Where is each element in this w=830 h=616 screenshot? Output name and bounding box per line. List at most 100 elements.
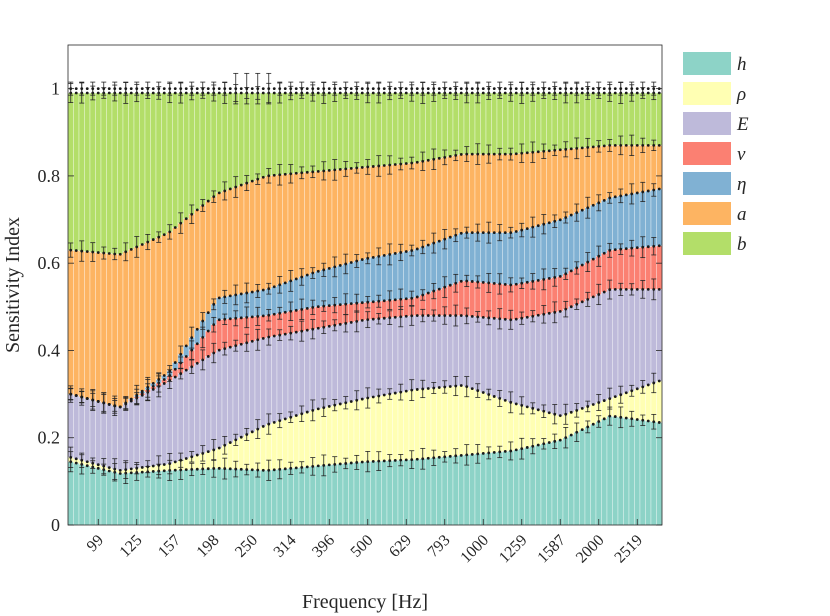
mean-dot-7-61 <box>404 91 408 95</box>
bar-b-32 <box>243 92 250 184</box>
bar-h-94 <box>584 426 591 526</box>
mean-dot-2-89 <box>558 414 562 418</box>
mean-dot-3-48 <box>333 323 337 327</box>
bar-E-34 <box>254 339 261 430</box>
mean-dot-3-69 <box>448 314 452 317</box>
mean-dot-6-38 <box>278 173 282 177</box>
bar-η-82 <box>518 229 525 284</box>
mean-dot-5-99 <box>613 195 617 199</box>
bar-E-91 <box>568 306 575 413</box>
mean-dot-7-75 <box>481 91 485 95</box>
bar-a-6 <box>100 252 107 404</box>
mean-dot-4-78 <box>498 282 502 286</box>
mean-dot-5-23 <box>195 327 199 331</box>
bar-h-42 <box>298 467 305 526</box>
mean-dot-1-83 <box>525 446 529 449</box>
bar-ρ-35 <box>260 426 267 471</box>
mean-dot-5-41 <box>294 277 298 281</box>
mean-dot-8-63 <box>415 87 419 91</box>
mean-dot-2-49 <box>338 402 342 406</box>
bar-E-65 <box>425 315 432 389</box>
mean-dot-6-80 <box>509 152 513 156</box>
bar-a-34 <box>254 178 261 292</box>
mean-dot-7-85 <box>536 91 540 95</box>
mean-dot-5-79 <box>503 231 507 235</box>
mean-dot-8-49 <box>338 87 342 91</box>
plot-frame <box>67 44 663 526</box>
mean-dot-6-46 <box>322 169 326 173</box>
bar-E-24 <box>199 359 206 454</box>
bar-h-99 <box>612 416 619 526</box>
bar-a-4 <box>89 251 96 401</box>
mean-dot-6-20 <box>179 221 183 225</box>
bar-h-66 <box>430 457 437 526</box>
mean-dot-6-50 <box>344 167 348 171</box>
mean-dot-5-56 <box>377 254 381 258</box>
mean-dot-4-99 <box>613 248 617 252</box>
bar-h-5 <box>95 468 102 526</box>
mean-dot-7-51 <box>349 91 353 95</box>
mean-dot-4-94 <box>586 260 590 264</box>
mean-dot-2-79 <box>503 398 507 402</box>
mean-dot-2-42 <box>300 412 304 416</box>
mean-dot-5-5 <box>96 400 100 403</box>
bar-ρ-66 <box>430 387 437 458</box>
bar-a-83 <box>524 152 531 229</box>
mean-dot-3-27 <box>217 348 221 352</box>
bar-b-67 <box>436 92 443 159</box>
mean-dot-4-29 <box>228 317 232 321</box>
mean-dot-7-79 <box>503 91 507 95</box>
mean-dot-8-35 <box>261 87 265 91</box>
mean-dot-5-62 <box>410 249 414 252</box>
mean-dot-2-19 <box>173 460 177 464</box>
bar-b-80 <box>507 92 514 155</box>
mean-dot-2-48 <box>333 403 337 407</box>
bar-ν-21 <box>183 356 190 371</box>
mean-dot-5-72 <box>465 231 469 235</box>
mean-dot-5-75 <box>481 231 485 235</box>
mean-dot-5-81 <box>514 230 518 233</box>
bar-E-19 <box>172 376 179 463</box>
mean-dot-8-25 <box>206 87 210 91</box>
mean-dot-6-102 <box>630 143 634 147</box>
mean-dot-1-9 <box>118 472 122 475</box>
x-tick-label-793: 793 <box>425 532 454 561</box>
mean-dot-1-64 <box>421 457 425 461</box>
bar-ρ-87 <box>546 412 553 443</box>
mean-dot-5-80 <box>509 231 513 235</box>
mean-dot-5-24 <box>201 319 205 323</box>
mean-dot-4-49 <box>338 303 342 307</box>
mean-dot-4-79 <box>503 282 507 286</box>
mean-dot-4-34 <box>256 314 260 318</box>
mean-dot-1-58 <box>388 459 392 463</box>
bar-h-101 <box>623 417 630 526</box>
bar-E-45 <box>315 328 322 410</box>
bar-b-87 <box>546 92 553 151</box>
mean-dot-8-1 <box>74 87 78 91</box>
bar-b-44 <box>309 92 316 173</box>
mean-dot-4-56 <box>377 299 381 303</box>
mean-dot-1-71 <box>459 453 463 457</box>
bar-E-74 <box>474 316 481 391</box>
bar-h-23 <box>194 469 201 526</box>
mean-dot-8-84 <box>531 87 535 91</box>
bar-ρ-93 <box>579 408 586 430</box>
bar-η-51 <box>348 262 355 304</box>
bar-b-17 <box>161 92 168 235</box>
mean-dot-3-103 <box>635 287 639 291</box>
bar-b-21 <box>183 92 190 219</box>
mean-dot-6-99 <box>613 143 617 147</box>
mean-dot-8-53 <box>360 87 364 91</box>
bar-a-105 <box>645 145 652 192</box>
mean-dot-7-45 <box>316 91 320 95</box>
mean-dot-6-44 <box>311 170 315 174</box>
mean-dot-7-93 <box>580 91 584 95</box>
mean-dot-2-43 <box>305 410 309 414</box>
bar-h-34 <box>254 469 261 526</box>
mean-dot-2-33 <box>250 430 254 434</box>
mean-dot-1-61 <box>404 458 408 462</box>
mean-dot-3-65 <box>426 314 430 317</box>
bar-a-55 <box>370 166 377 258</box>
mean-dot-6-52 <box>355 166 359 170</box>
x-tick-label-2519: 2519 <box>611 532 646 567</box>
